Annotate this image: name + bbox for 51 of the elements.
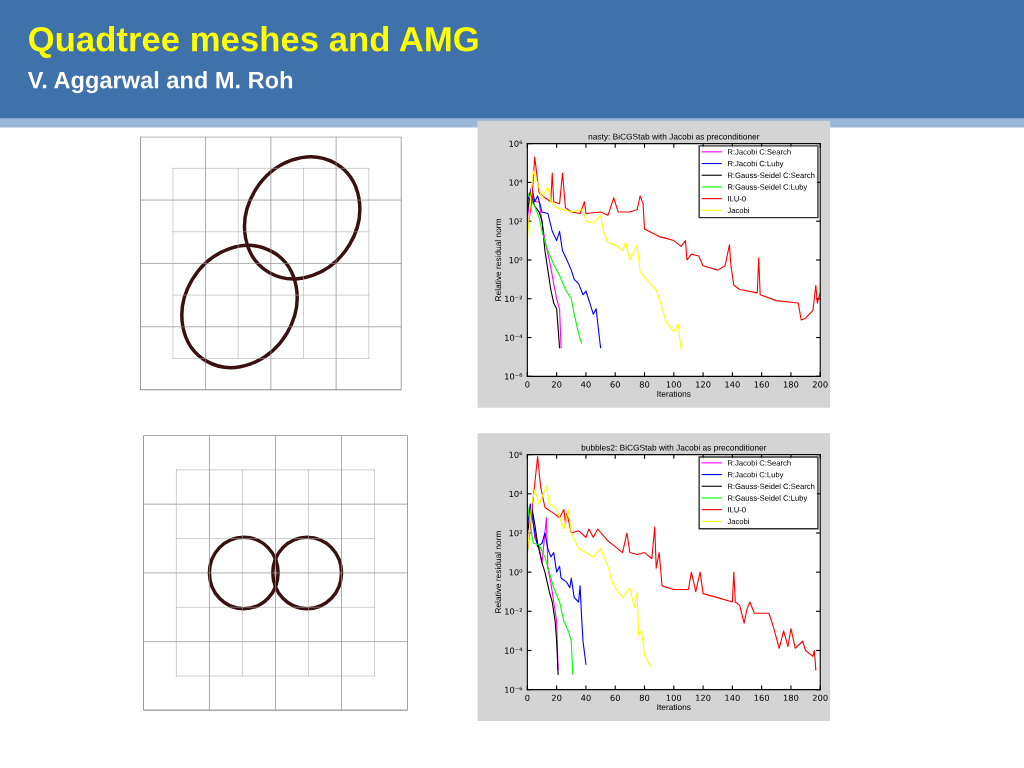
x-tick-label: 120: [696, 381, 711, 388]
y-tick-label: 10²: [509, 218, 522, 225]
line-series: [527, 186, 602, 349]
x-axis-title: Iterations: [657, 390, 691, 397]
y-tick-label: 10⁶: [509, 451, 523, 458]
chart-title: nasty: BiCGStab with Jacobi as preconditioner: [588, 133, 760, 142]
x-tick-label: 60: [610, 381, 620, 388]
x-tick-label: 100: [666, 694, 682, 701]
y-axis-title: Relative residual norm: [495, 531, 502, 613]
x-tick-label: 20: [551, 694, 562, 701]
x-tick-label: 80: [639, 381, 650, 388]
y-tick-label: 10⁰: [509, 256, 523, 264]
y-tick-label: 10⁻⁶: [505, 373, 523, 380]
x-tick-label: 180: [783, 381, 799, 388]
line-series: [527, 156, 821, 321]
x-tick-label: 80: [639, 694, 650, 701]
x-axis-title: Iterations: [657, 703, 691, 711]
line-series: [527, 191, 583, 344]
x-tick-label: 0: [525, 694, 530, 701]
text: V. Aggarwal and M. Roh: [27, 71, 293, 94]
x-tick-label: 160: [754, 694, 770, 701]
y-axis-title: Relative residual norm: [495, 219, 502, 301]
y-tick-label: 10⁴: [509, 490, 523, 498]
x-tick-label: 0: [525, 381, 530, 388]
x-tick-label: 100: [666, 381, 682, 388]
y-tick-label: 10⁴: [509, 179, 523, 186]
y-tick-label: 10²: [509, 529, 522, 537]
x-tick-label: 120: [696, 694, 711, 701]
y-tick-label: 10⁻²: [505, 608, 522, 615]
line-series: [527, 485, 651, 667]
x-tick-label: 20: [551, 381, 562, 388]
line-series: [527, 503, 587, 665]
x-tick-label: 40: [581, 694, 591, 701]
y-tick-label: 10⁻⁴: [505, 647, 523, 654]
y-tick-label: 10⁻⁴: [505, 334, 523, 341]
x-tick-label: 200: [812, 381, 828, 388]
y-tick-label: 10⁻²: [505, 295, 522, 303]
text: Quadtree meshes and AMG: [29, 26, 478, 59]
x-tick-label: 180: [783, 694, 799, 701]
x-tick-label: 200: [812, 694, 828, 701]
x-tick-label: 160: [754, 381, 770, 388]
line-series: [527, 170, 682, 350]
y-tick-label: 10⁶: [509, 140, 523, 147]
x-tick-label: 140: [725, 694, 740, 701]
x-tick-label: 40: [581, 381, 591, 388]
x-tick-label: 140: [725, 381, 740, 388]
line-series: [527, 455, 817, 671]
y-tick-label: 10⁰: [509, 569, 523, 576]
chart-title: bubbles2: BiCGStab with Jacobi as preconditioner: [581, 444, 767, 453]
x-tick-label: 60: [610, 694, 620, 701]
y-tick-label: 10⁻⁶: [505, 686, 523, 693]
